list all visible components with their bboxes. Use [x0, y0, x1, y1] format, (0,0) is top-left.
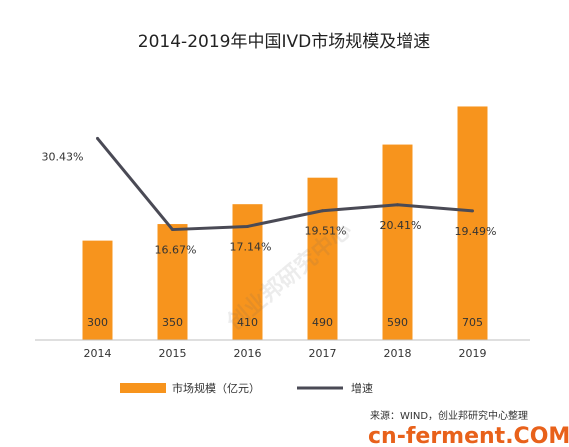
bar-2014 [82, 240, 113, 340]
x-tick-label: 2015 [159, 347, 187, 360]
x-tick-label: 2019 [459, 347, 487, 360]
footer-logo: cn-ferment.COM [368, 424, 569, 447]
rate-point-2016 [246, 224, 249, 228]
rate-point-2014 [96, 136, 99, 140]
x-tick-label: 2018 [384, 347, 412, 360]
rate-value-label: 20.41% [380, 219, 422, 232]
bar-value-label: 590 [387, 316, 408, 329]
rate-point-2019 [471, 209, 474, 213]
rate-point-2018 [396, 203, 399, 207]
rate-value-label: 19.51% [305, 225, 347, 238]
x-tick-label: 2016 [234, 347, 262, 360]
bar-value-label: 410 [237, 316, 258, 329]
bar-2019 [457, 106, 488, 340]
x-tick-label: 2014 [84, 347, 112, 360]
footer-logo-bg [360, 424, 569, 447]
rate-value-label: 17.14% [230, 240, 272, 253]
rate-value-label: 30.43% [42, 150, 84, 163]
rate-value-label: 16.67% [155, 244, 197, 257]
bar-value-label: 705 [462, 316, 483, 329]
legend-line-label: 增速 [351, 381, 373, 395]
rate-line [96, 137, 473, 232]
bars-layer: 300 350 410 490 590 705 [82, 106, 488, 340]
rate-point-2017 [321, 209, 324, 213]
bar-2018 [382, 144, 413, 340]
chart-title: 2014-2019年中国IVD市场规模及增速 [138, 32, 430, 52]
bar-value-label: 350 [162, 316, 183, 329]
rate-point-2015 [171, 228, 174, 232]
x-tick-labels: 2014 2015 2016 2017 2018 2019 [84, 347, 487, 360]
source-note: 来源：WIND，创业邦研究中心整理 [370, 409, 528, 422]
legend-bar-label: 市场规模（亿元） [172, 381, 260, 395]
rate-line-layer: 30.43% 16.67% 17.14% 19.51% 20.41% 19.49% [42, 136, 497, 257]
bar-value-label: 300 [87, 316, 108, 329]
bar-value-label: 490 [312, 316, 333, 329]
bar-2015 [157, 224, 188, 340]
x-tick-label: 2017 [309, 347, 337, 360]
rate-value-label: 19.49% [455, 225, 497, 238]
legend-bar-swatch [120, 383, 166, 393]
bar-2017 [307, 177, 338, 340]
